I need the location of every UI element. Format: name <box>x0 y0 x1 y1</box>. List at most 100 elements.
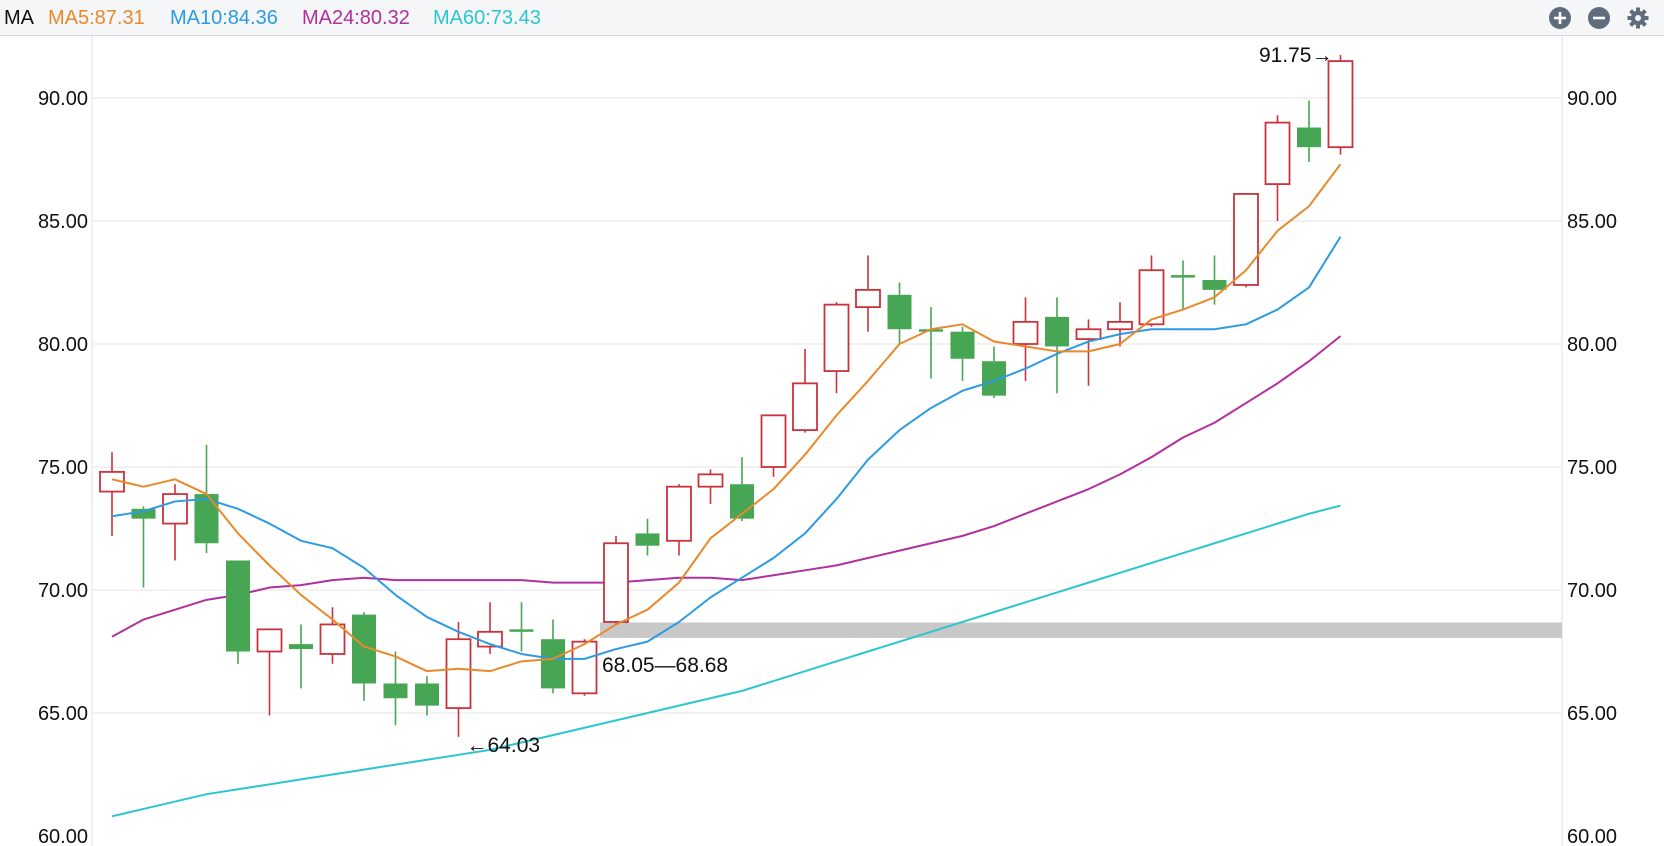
ma60-layer <box>111 504 1341 818</box>
legend-ma24: MA24:80.32 <box>302 7 410 29</box>
candles <box>99 54 1354 737</box>
y-tick-label-left: 70.00 <box>38 580 88 602</box>
candle <box>415 676 439 716</box>
minus-circle-icon <box>1588 7 1610 29</box>
plus-circle-icon <box>1549 7 1571 29</box>
candle <box>383 651 408 726</box>
candle <box>509 602 534 652</box>
candle <box>1327 54 1354 155</box>
candle <box>541 619 565 694</box>
candle <box>760 414 787 477</box>
candle <box>319 607 346 664</box>
zoom-in-button[interactable] <box>1549 7 1571 29</box>
candle-body-up <box>603 542 629 623</box>
candle-body-up <box>1107 320 1133 331</box>
candle <box>1012 297 1039 381</box>
y-tick-label-left: 65.00 <box>38 703 88 725</box>
y-tick-label-right: 85.00 <box>1567 211 1617 233</box>
candle-body-up <box>855 288 881 309</box>
y-tick-label-left: 85.00 <box>38 211 88 233</box>
ma60-line <box>111 504 1341 818</box>
legend-ma10: MA10:84.36 <box>170 7 278 29</box>
candle-body-up <box>256 628 283 653</box>
candle <box>792 348 818 433</box>
candlestick-chart[interactable]: 60.00 65.00 70.00 75.00 80.00 85.00 90.00 60.0… <box>0 36 1664 846</box>
candle-body-up <box>1264 121 1291 185</box>
candle-body-down <box>289 644 313 650</box>
candle-body-up <box>319 623 346 655</box>
zoom-out-button[interactable] <box>1588 7 1610 29</box>
y-tick-label-right: 70.00 <box>1567 580 1617 602</box>
candle <box>950 326 975 381</box>
candle-body-down <box>1045 316 1069 347</box>
candle <box>887 282 912 344</box>
candle-body-up <box>697 473 724 488</box>
candle <box>666 484 692 556</box>
candle-body-up <box>1327 60 1354 149</box>
candle <box>352 612 376 701</box>
y-tick-label-left: 60.00 <box>38 826 88 846</box>
high-price-label: 91.75→ <box>1259 44 1333 67</box>
y-tick-label-left: 80.00 <box>38 334 88 356</box>
candle <box>1264 115 1291 221</box>
candle-body-up <box>162 493 188 525</box>
candle-body-up <box>1012 320 1039 345</box>
grid <box>91 36 1563 846</box>
candle-body-up <box>792 382 818 431</box>
y-tick-label-right: 80.00 <box>1567 334 1617 356</box>
candle-body-down <box>1297 127 1321 148</box>
y-tick-label-left: 75.00 <box>38 457 88 479</box>
candle-body-up <box>445 638 472 709</box>
candle-body-up <box>760 414 787 468</box>
candle <box>99 452 125 536</box>
candle-body-down <box>635 533 660 546</box>
candle-body-down <box>226 560 250 652</box>
candle <box>1045 297 1069 394</box>
settings-button[interactable] <box>1627 7 1649 29</box>
candle <box>571 639 598 696</box>
candle <box>603 535 629 625</box>
gear-icon <box>1627 7 1649 29</box>
candle-body-down <box>1202 280 1227 290</box>
candle-body-down <box>950 331 975 359</box>
candle <box>1171 260 1195 310</box>
candle <box>131 506 156 588</box>
candle <box>635 518 660 556</box>
indicator-header: MA MA5:87.31 MA10:84.36 MA24:80.32 MA60:… <box>0 0 1664 36</box>
legend-ma5: MA5:87.31 <box>48 7 145 29</box>
candle-body-down <box>383 683 408 699</box>
candle <box>1138 255 1165 327</box>
candle <box>256 628 283 716</box>
y-tick-label-right: 90.00 <box>1567 88 1617 110</box>
legend-ma60: MA60:73.43 <box>433 7 541 29</box>
candle-body-down <box>415 683 439 706</box>
support-band <box>600 622 1562 638</box>
candle-body-down <box>131 508 156 519</box>
candle-body-down <box>541 639 565 689</box>
indicator-label[interactable]: MA <box>4 7 34 29</box>
candle <box>855 255 881 332</box>
candle <box>1107 302 1133 347</box>
ma5-line <box>111 163 1342 673</box>
candle <box>1297 100 1321 162</box>
candle-body-down <box>509 629 534 632</box>
candle-body-down <box>887 294 912 330</box>
candle <box>162 484 188 561</box>
candle <box>697 469 724 504</box>
candle-body-up <box>571 640 598 695</box>
candle-body-up <box>823 303 850 372</box>
candle-body-down <box>919 329 943 332</box>
y-axis-right: 60.00 65.00 70.00 75.00 80.00 85.00 90.00 <box>1567 88 1617 846</box>
candle <box>226 560 250 664</box>
candle-body-up <box>1138 269 1165 326</box>
ma24-layer <box>111 335 1342 638</box>
candle <box>445 621 472 737</box>
y-tick-label-left: 90.00 <box>38 88 88 110</box>
candle <box>919 307 943 379</box>
candle <box>289 624 313 689</box>
candle-body-up <box>1233 193 1259 286</box>
ma5-layer <box>111 163 1342 673</box>
y-tick-label-right: 60.00 <box>1567 826 1617 846</box>
y-axis-left: 60.00 65.00 70.00 75.00 80.00 85.00 90.00 <box>38 88 88 846</box>
